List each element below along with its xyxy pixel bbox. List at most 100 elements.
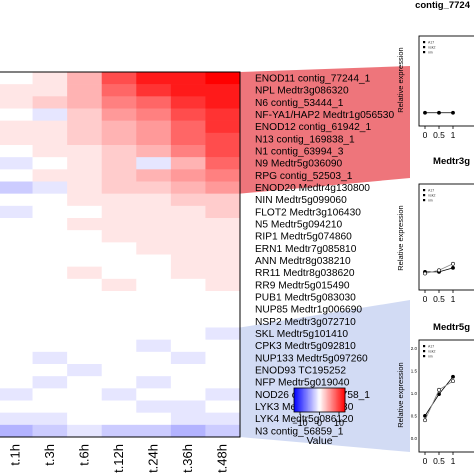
heatmap-cell bbox=[32, 266, 68, 280]
heatmap-cell bbox=[136, 132, 172, 146]
series-point bbox=[437, 268, 441, 273]
heatmap-cell bbox=[32, 339, 68, 353]
color-key-swatch bbox=[325, 388, 328, 412]
column-label: t.24h bbox=[146, 444, 161, 473]
heatmap-cell bbox=[170, 424, 206, 438]
heatmap bbox=[0, 72, 241, 438]
heatmap-cell bbox=[101, 120, 137, 134]
color-key-swatch bbox=[327, 388, 329, 412]
heatmap-cell bbox=[0, 169, 33, 182]
color-key-swatch bbox=[320, 388, 323, 412]
heatmap-cell bbox=[170, 157, 206, 170]
color-key-swatch bbox=[319, 388, 322, 412]
color-key-swatch bbox=[314, 388, 317, 412]
heatmap-cell bbox=[0, 291, 33, 304]
heatmap-cell bbox=[136, 218, 172, 231]
heatmap-cell bbox=[170, 108, 206, 121]
heatmap-cell bbox=[170, 84, 206, 97]
heatmap-cell bbox=[0, 108, 33, 121]
series-point bbox=[451, 379, 455, 384]
x-tick-label: 0.5 bbox=[433, 456, 445, 466]
heatmap-cell bbox=[32, 278, 68, 292]
heatmap-cell bbox=[101, 193, 137, 207]
heatmap-cell bbox=[67, 339, 103, 353]
heatmap-cell bbox=[101, 205, 137, 219]
heatmap-cell bbox=[170, 351, 206, 365]
heatmap-cell bbox=[32, 84, 68, 97]
heatmap-cell bbox=[136, 376, 172, 389]
heatmap-cell bbox=[0, 327, 33, 340]
row-label: RR11 Medtr8g038620 bbox=[255, 268, 355, 279]
heatmap-cell bbox=[101, 254, 137, 267]
heatmap-cell bbox=[205, 339, 241, 353]
heatmap-cell bbox=[205, 400, 241, 413]
heatmap-cell bbox=[0, 132, 33, 146]
heatmap-cell bbox=[170, 376, 206, 389]
heatmap-cell bbox=[67, 303, 103, 316]
color-key-swatch bbox=[305, 388, 308, 412]
color-key-swatch bbox=[324, 388, 327, 412]
color-key-swatch bbox=[297, 388, 300, 412]
row-label: N5 Medtr5g094210 bbox=[255, 219, 343, 230]
heatmap-cell bbox=[32, 145, 68, 158]
color-key-swatch bbox=[296, 388, 299, 412]
heatmap-cell bbox=[32, 193, 68, 207]
heatmap-cell bbox=[101, 145, 137, 158]
heatmap-cell bbox=[0, 266, 33, 280]
heatmap-cell bbox=[32, 400, 68, 413]
color-key-swatch bbox=[295, 388, 297, 412]
color-key-swatch bbox=[294, 388, 296, 412]
row-label: NF-YA1/HAP2 Medtr1g056530 bbox=[255, 110, 394, 121]
heatmap-cell bbox=[205, 412, 241, 426]
heatmap-cell bbox=[0, 278, 33, 292]
heatmap-cell bbox=[101, 84, 137, 97]
legend-label: nsk2 bbox=[428, 193, 435, 197]
legend-marker bbox=[423, 350, 426, 353]
heatmap-cell bbox=[205, 169, 241, 182]
color-key-swatch bbox=[301, 388, 304, 412]
heatmap-cell bbox=[0, 193, 33, 207]
color-key-swatch bbox=[316, 388, 319, 412]
panel-title: contig_7724 bbox=[415, 0, 471, 11]
color-key-swatch bbox=[315, 388, 318, 412]
heatmap-cell bbox=[205, 351, 241, 365]
row-label: ENOD11 contig_77244_1 bbox=[255, 73, 371, 84]
row-label: NPL Medtr3g086320 bbox=[255, 86, 349, 97]
heatmap-cell bbox=[136, 315, 172, 328]
color-key-swatch bbox=[329, 388, 332, 412]
heatmap-cell bbox=[101, 424, 137, 438]
heatmap-cell bbox=[170, 266, 206, 280]
heatmap-cell bbox=[170, 132, 206, 146]
heatmap-cell bbox=[0, 412, 33, 426]
heatmap-cell bbox=[0, 242, 33, 255]
row-label: ENOD20 Medtr4g130800 bbox=[255, 183, 370, 194]
heatmap-cell bbox=[0, 230, 33, 243]
color-key-swatch bbox=[332, 388, 334, 412]
heatmap-cell bbox=[67, 169, 103, 182]
column-label: t.3h bbox=[42, 444, 57, 466]
heatmap-cell bbox=[205, 291, 241, 304]
heatmap-cell bbox=[32, 327, 68, 340]
heatmap-cell bbox=[136, 145, 172, 158]
heatmap-cell bbox=[136, 84, 172, 97]
heatmap-cell bbox=[32, 181, 68, 194]
heatmap-cell bbox=[67, 254, 103, 267]
column-label: t.36h bbox=[180, 444, 195, 473]
heatmap-cell bbox=[205, 327, 241, 340]
heatmap-cell bbox=[170, 205, 206, 219]
series-point bbox=[437, 387, 441, 392]
heatmap-cell bbox=[67, 132, 103, 146]
y-tick-label: 1.5 bbox=[411, 369, 418, 374]
heatmap-cell bbox=[32, 108, 68, 121]
column-label: t.48h bbox=[215, 444, 230, 473]
heatmap-cell bbox=[136, 169, 172, 182]
heatmap-cell bbox=[0, 315, 33, 328]
legend-marker bbox=[423, 194, 426, 197]
heatmap-cell bbox=[136, 72, 172, 85]
color-key-tick-label: −10 bbox=[292, 418, 307, 428]
y-tick-label: 0.5 bbox=[411, 414, 418, 419]
legend-label: nin bbox=[428, 50, 433, 54]
heatmap-cell bbox=[205, 72, 241, 85]
row-connector-bands bbox=[240, 66, 410, 452]
